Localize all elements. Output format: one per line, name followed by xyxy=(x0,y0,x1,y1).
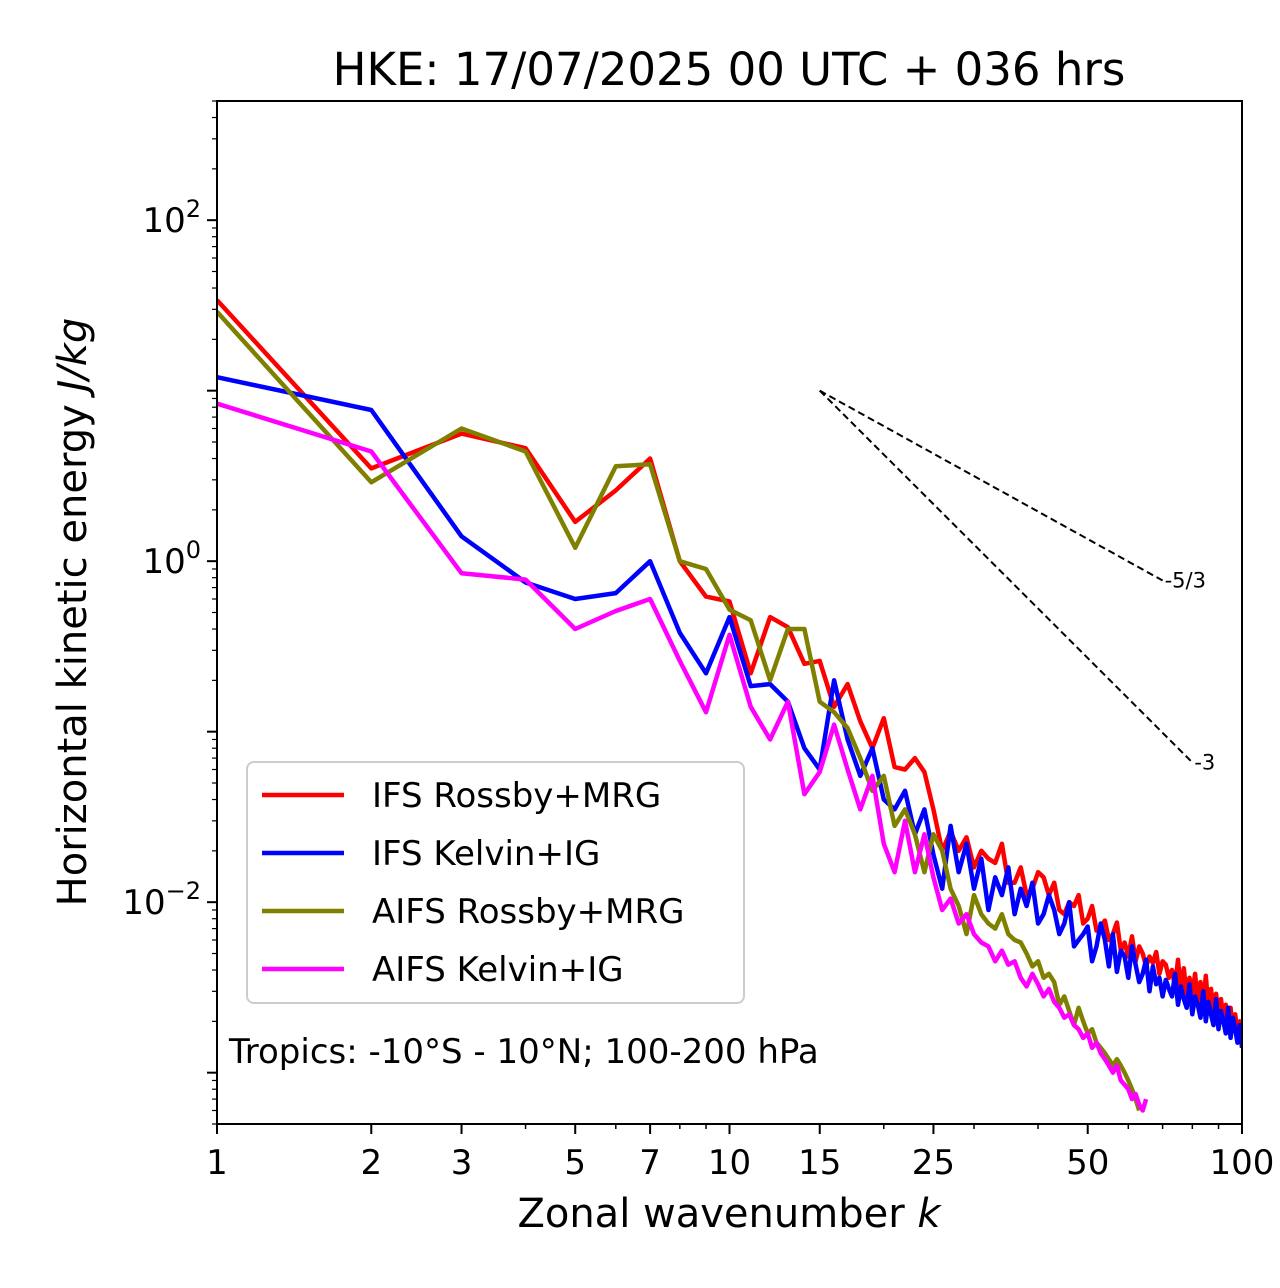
x-tick-label: 7 xyxy=(639,1143,661,1183)
legend-label-2: AIFS Rossby+MRG xyxy=(372,892,684,932)
y-axis-label-unit: J/kg xyxy=(50,318,96,399)
x-tick-label: 10 xyxy=(708,1143,751,1183)
series-line-1 xyxy=(217,374,1242,1049)
y-axis-ticks: 10−2 100 102 xyxy=(122,100,217,1125)
x-tick-label: 25 xyxy=(912,1143,955,1183)
legend-label-3: AIFS Kelvin+IG xyxy=(372,950,624,990)
legend-label-1: IFS Kelvin+IG xyxy=(372,834,600,874)
series-layer xyxy=(217,298,1242,1113)
reference-slope-label-1: -3 xyxy=(1194,750,1215,774)
x-tick-label: 1 xyxy=(206,1143,228,1183)
reference-slope-line-0 xyxy=(819,389,1164,582)
series-line-3 xyxy=(217,401,1149,1113)
x-tick-label: 3 xyxy=(451,1143,473,1183)
legend-label-0: IFS Rossby+MRG xyxy=(372,776,661,816)
x-tick-label: 100 xyxy=(1210,1143,1275,1183)
region-annotation: Tropics: -10°S - 10°N; 100-200 hPa xyxy=(228,1032,819,1072)
x-axis-ticks: 1 2 3 5 7 10 15 25 50 100 xyxy=(206,1124,1274,1183)
legend: IFS Rossby+MRG IFS Kelvin+IG AIFS Rossby+M… xyxy=(246,761,745,1004)
x-tick-label: 50 xyxy=(1066,1143,1109,1183)
y-tick-label: 102 xyxy=(142,195,201,241)
y-axis-label-text: Horizontal kinetic energy xyxy=(50,404,96,906)
legend-box xyxy=(246,761,745,1004)
reference-slope-line-1 xyxy=(819,389,1194,764)
x-axis-label: Zonal wavenumber k xyxy=(517,1191,942,1237)
reference-slope-lines: -5/3 -3 xyxy=(819,389,1215,774)
x-axis-label-text: Zonal wavenumber xyxy=(517,1191,905,1237)
x-tick-label: 5 xyxy=(564,1143,586,1183)
chart-title: HKE: 17/07/2025 00 UTC + 036 hrs xyxy=(333,43,1126,96)
legend-entries: IFS Rossby+MRG IFS Kelvin+IG AIFS Rossby+M… xyxy=(262,776,684,990)
x-axis-label-symbol: k xyxy=(917,1191,942,1237)
y-tick-label: 10−2 xyxy=(122,877,201,923)
x-tick-label: 2 xyxy=(360,1143,382,1183)
y-tick-label: 100 xyxy=(142,536,201,582)
y-axis-label: Horizontal kinetic energy J/kg xyxy=(50,318,96,907)
x-tick-label: 15 xyxy=(798,1143,841,1183)
reference-slope-label-0: -5/3 xyxy=(1165,569,1206,593)
